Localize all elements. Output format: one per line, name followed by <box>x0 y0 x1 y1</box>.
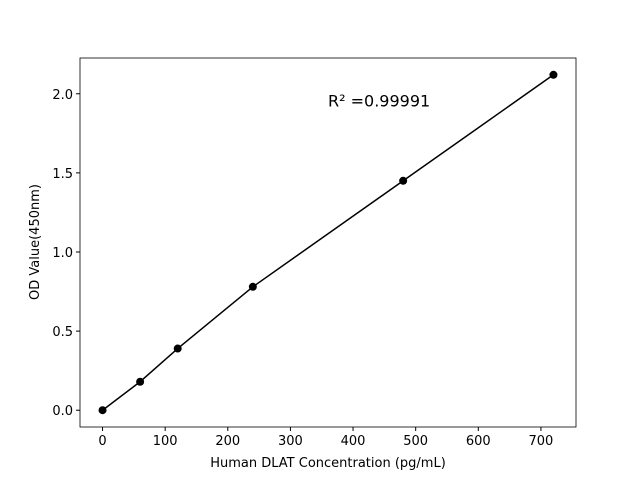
y-axis-label: OD Value(450nm) <box>28 184 43 300</box>
y-tick-label: 0.5 <box>52 325 73 340</box>
y-tick-label: 1.0 <box>52 246 73 261</box>
data-point <box>136 377 145 386</box>
x-tick-label: 0 <box>98 434 106 449</box>
x-tick-label: 600 <box>466 434 491 449</box>
data-point <box>248 282 257 291</box>
x-axis-label: Human DLAT Concentration (pg/mL) <box>210 456 446 471</box>
x-tick-label: 400 <box>341 434 366 449</box>
series-line <box>102 74 554 411</box>
x-tick-label: 500 <box>403 434 428 449</box>
y-tick-label: 0.0 <box>52 404 73 419</box>
y-tick-label: 2.0 <box>52 88 73 103</box>
plot-frame <box>79 57 577 428</box>
x-tick-label: 100 <box>153 434 178 449</box>
data-point <box>98 406 107 415</box>
x-tick-label: 300 <box>278 434 303 449</box>
y-tick-label: 1.5 <box>52 167 73 182</box>
data-point <box>399 176 408 185</box>
x-tick-label: 200 <box>215 434 240 449</box>
data-point <box>173 344 182 353</box>
x-tick-label: 700 <box>529 434 554 449</box>
data-point <box>549 70 558 79</box>
annotation: R² =0.99991 <box>328 92 430 111</box>
